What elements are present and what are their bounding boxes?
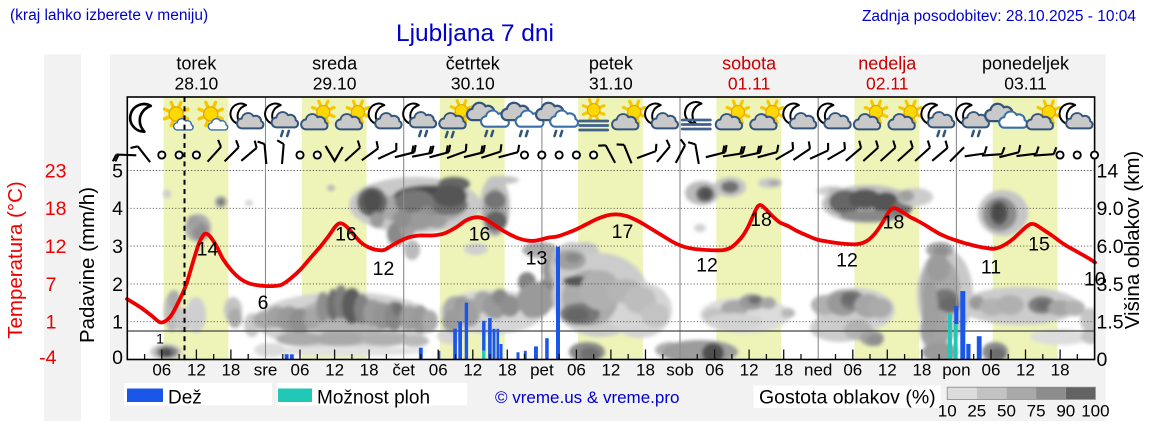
svg-text:28.10: 28.10	[175, 74, 219, 94]
svg-text:01.11: 01.11	[728, 74, 771, 94]
svg-text:sreda: sreda	[312, 54, 358, 74]
svg-text:Dež: Dež	[168, 388, 202, 409]
svg-text:14: 14	[1097, 160, 1119, 182]
svg-text:12: 12	[601, 361, 620, 380]
svg-text:23: 23	[45, 160, 67, 182]
svg-text:Ljubljana 7 dni: Ljubljana 7 dni	[396, 20, 554, 47]
svg-text:Možnost ploh: Možnost ploh	[317, 388, 430, 409]
svg-text:6: 6	[258, 292, 269, 314]
svg-text:ned: ned	[804, 361, 832, 380]
svg-text:16: 16	[335, 224, 357, 246]
svg-text:18: 18	[221, 361, 240, 380]
svg-text:petek: petek	[589, 54, 634, 74]
svg-text:12: 12	[836, 250, 858, 272]
svg-text:18: 18	[45, 198, 67, 220]
svg-text:06: 06	[982, 361, 1001, 380]
svg-text:12: 12	[1016, 361, 1035, 380]
svg-text:12: 12	[325, 361, 344, 380]
svg-text:06: 06	[567, 361, 586, 380]
svg-text:1: 1	[112, 312, 123, 334]
svg-text:čet: čet	[392, 361, 415, 380]
svg-text:1: 1	[156, 331, 164, 347]
svg-text:18: 18	[883, 212, 905, 234]
svg-text:06: 06	[429, 361, 448, 380]
svg-text:18: 18	[636, 361, 655, 380]
svg-text:Padavine (mm/h): Padavine (mm/h)	[76, 187, 99, 343]
svg-text:25: 25	[967, 402, 986, 421]
svg-text:12: 12	[463, 361, 482, 380]
svg-text:11: 11	[981, 257, 1001, 279]
svg-text:12: 12	[878, 361, 897, 380]
svg-text:06: 06	[152, 361, 171, 380]
svg-text:12: 12	[187, 361, 206, 380]
svg-text:10: 10	[938, 402, 957, 421]
svg-text:torek: torek	[176, 54, 217, 74]
svg-text:0: 0	[112, 347, 123, 369]
svg-text:4: 4	[112, 198, 123, 220]
svg-text:9.0: 9.0	[1097, 198, 1124, 220]
svg-text:sob: sob	[666, 361, 693, 380]
svg-text:18: 18	[774, 361, 793, 380]
svg-text:3: 3	[112, 236, 123, 258]
svg-text:Gostota oblakov (%): Gostota oblakov (%)	[759, 387, 936, 409]
svg-text:50: 50	[997, 402, 1016, 421]
svg-text:100: 100	[1081, 402, 1109, 421]
svg-text:15: 15	[1028, 233, 1050, 255]
svg-text:30.10: 30.10	[451, 74, 495, 94]
svg-text:1.5: 1.5	[1097, 312, 1124, 334]
svg-text:06: 06	[291, 361, 310, 380]
svg-text:2: 2	[112, 274, 123, 296]
svg-text:29.10: 29.10	[313, 74, 357, 94]
svg-text:14: 14	[197, 239, 219, 261]
svg-text:1: 1	[46, 312, 57, 334]
svg-text:3.5: 3.5	[1097, 274, 1124, 296]
svg-text:18: 18	[912, 361, 931, 380]
svg-text:06: 06	[705, 361, 724, 380]
svg-text:12: 12	[740, 361, 759, 380]
svg-text:četrtek: četrtek	[446, 54, 501, 74]
svg-text:12: 12	[45, 236, 67, 258]
svg-text:(kraj lahko izberete v meniju): (kraj lahko izberete v meniju)	[10, 7, 208, 24]
svg-text:6.0: 6.0	[1097, 236, 1124, 258]
svg-text:03.11: 03.11	[1004, 74, 1047, 94]
svg-text:12: 12	[696, 254, 718, 276]
svg-text:18: 18	[750, 209, 772, 231]
svg-text:sobota: sobota	[722, 54, 777, 74]
svg-text:pon: pon	[942, 361, 970, 380]
svg-text:16: 16	[469, 224, 491, 246]
svg-text:ponedeljek: ponedeljek	[982, 54, 1070, 74]
svg-text:5: 5	[112, 160, 123, 182]
svg-text:pet: pet	[530, 361, 554, 380]
svg-text:© vreme.us & vreme.pro: © vreme.us & vreme.pro	[495, 388, 679, 407]
svg-text:90: 90	[1056, 402, 1075, 421]
svg-text:12: 12	[373, 258, 395, 280]
svg-text:sre: sre	[254, 361, 278, 380]
svg-text:0: 0	[1097, 349, 1108, 371]
svg-text:Temperatura (°C): Temperatura (°C)	[4, 181, 27, 338]
svg-text:7: 7	[46, 274, 57, 296]
svg-text:Višina oblakov (km): Višina oblakov (km)	[1121, 151, 1144, 330]
svg-text:31.10: 31.10	[589, 74, 633, 94]
svg-text:02.11: 02.11	[866, 74, 909, 94]
svg-text:18: 18	[1051, 361, 1070, 380]
svg-text:nedelja: nedelja	[858, 54, 917, 74]
svg-text:75: 75	[1027, 402, 1046, 421]
svg-text:18: 18	[498, 361, 517, 380]
svg-text:06: 06	[843, 361, 862, 380]
svg-text:18: 18	[360, 361, 379, 380]
svg-text:13: 13	[526, 247, 548, 269]
svg-text:Zadnja posodobitev: 28.10.2025: Zadnja posodobitev: 28.10.2025 - 10:04	[862, 8, 1136, 25]
svg-text:-4: -4	[39, 347, 56, 369]
svg-text:17: 17	[612, 221, 634, 243]
